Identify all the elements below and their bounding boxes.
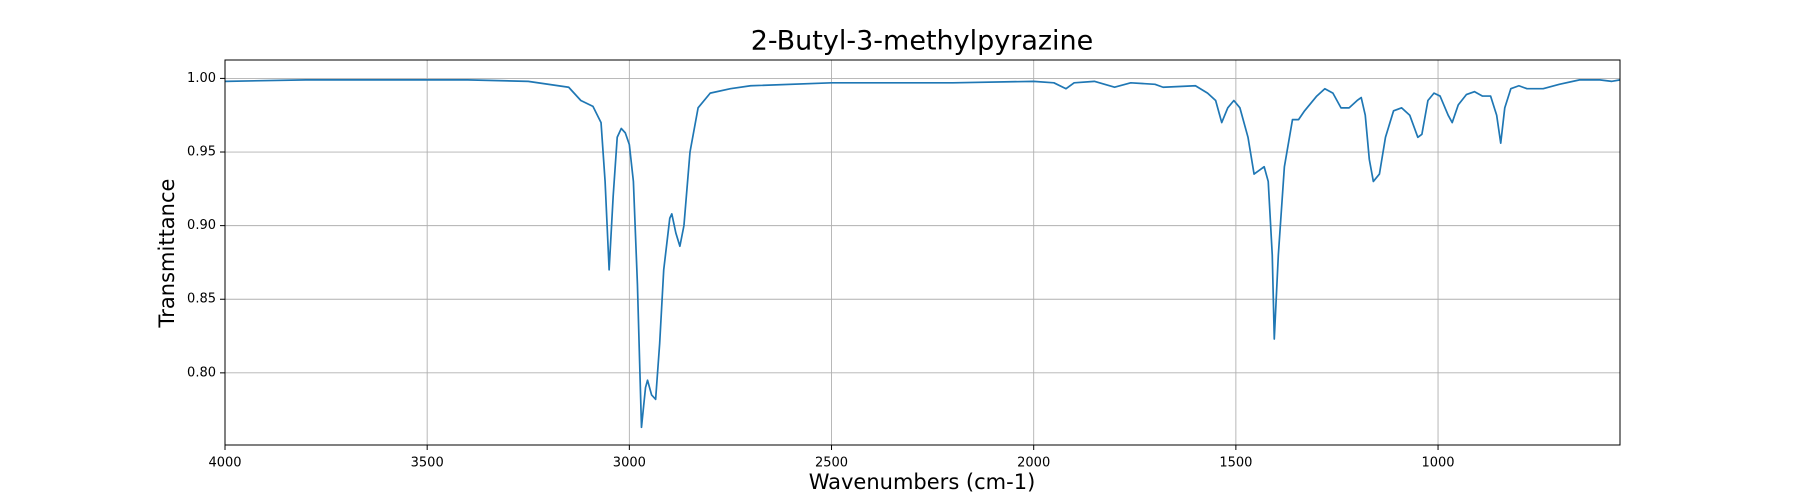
chart-title: 2-Butyl-3-methylpyrazine — [751, 26, 1094, 57]
x-tick-label: 1500 — [1219, 456, 1252, 471]
plot-frame — [224, 59, 1621, 446]
x-tick-label: 4000 — [208, 456, 241, 471]
x-tick-label: 3000 — [613, 456, 646, 471]
x-axis-label: Wavenumbers (cm-1) — [809, 470, 1036, 494]
y-tick-label: 0.95 — [187, 145, 216, 160]
x-tick-label: 2500 — [815, 456, 848, 471]
spectrum-line — [224, 79, 1621, 429]
y-axis-label: Transmittance — [155, 179, 179, 329]
x-tick-label: 2000 — [1017, 456, 1050, 471]
y-tick-label: 1.00 — [187, 71, 216, 86]
y-tick-label: 0.85 — [187, 292, 216, 307]
y-tick-label: 0.80 — [187, 365, 216, 380]
y-tick-label: 0.90 — [187, 218, 216, 233]
x-tick-label: 3500 — [411, 456, 444, 471]
x-tick-label: 1000 — [1421, 456, 1454, 471]
